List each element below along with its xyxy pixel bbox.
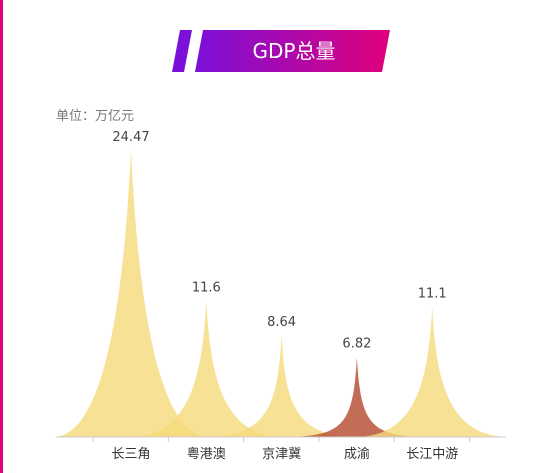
chart-title: GDP总量 [252,39,336,63]
peak-0 [53,151,209,437]
category-label-2: 京津冀 [262,446,301,462]
unit-label: 单位：万亿元 [56,109,135,124]
left-accent-bar [0,0,3,473]
title-banner: GDP总量 [172,30,390,72]
data-label-2: 8.64 [267,315,296,330]
banner-main-shape [195,30,390,72]
category-label-1: 粤港澳 [187,446,226,462]
banner-left-slash [172,30,192,72]
peak-1 [128,301,285,437]
category-label-3: 成渝 [344,446,370,462]
peak-2 [203,336,360,437]
peak-3 [278,357,435,437]
data-label-4: 11.1 [418,286,447,301]
banner-shape [172,30,390,72]
peak-4 [354,307,511,437]
data-label-3: 6.82 [342,336,371,351]
category-label-0: 长三角 [111,447,150,462]
category-label-4: 长江中游 [406,447,458,462]
data-label-1: 11.6 [192,280,221,295]
data-label-0: 24.47 [112,130,149,145]
